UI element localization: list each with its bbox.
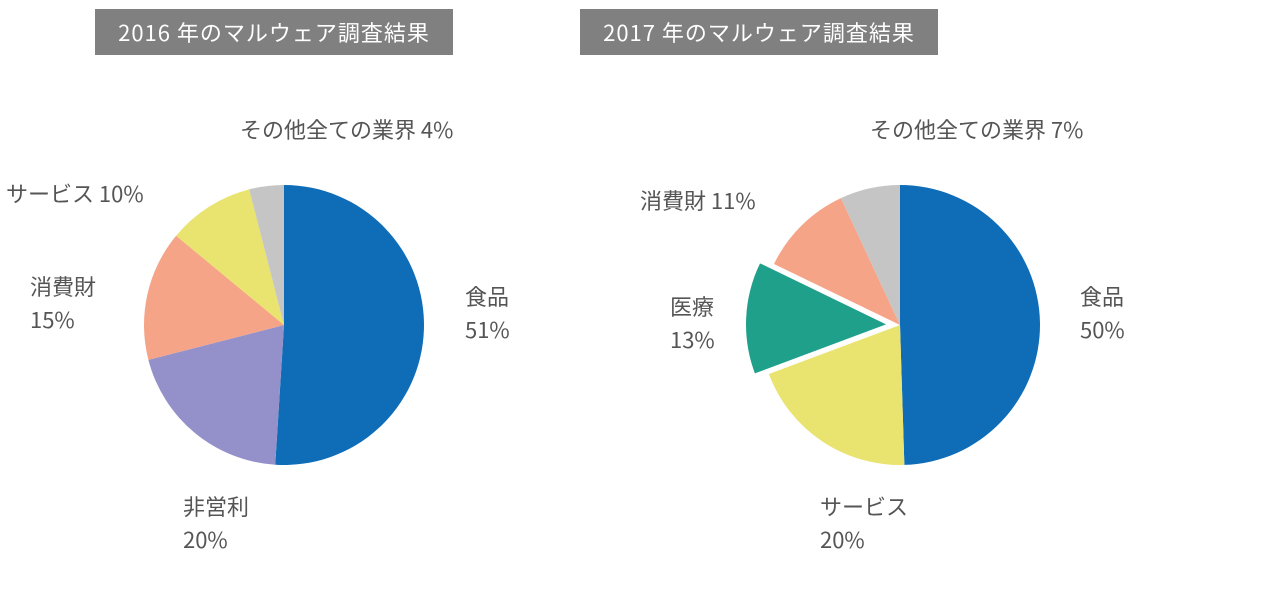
slice-food xyxy=(900,185,1040,465)
label-2016-service: サービス 10% xyxy=(6,177,144,210)
label-2016-other: その他全ての業界 4% xyxy=(240,113,453,146)
slice-food xyxy=(275,185,424,465)
pie-chart-2017 xyxy=(760,185,1040,465)
label-2016-food: 食品 51% xyxy=(465,280,510,346)
label-2017-consumer: 消費財 11% xyxy=(640,184,756,217)
label-2017-other: その他全ての業界 7% xyxy=(870,113,1083,146)
label-2016-nonprofit: 非営利 20% xyxy=(183,490,249,556)
label-2016-consumer: 消費財 15% xyxy=(30,270,96,336)
title-2017: 2017 年のマルウェア調査結果 xyxy=(580,9,938,55)
label-2017-service: サービス 20% xyxy=(820,490,908,556)
title-2016: 2016 年のマルウェア調査結果 xyxy=(95,9,453,55)
label-2017-medical: 医療 13% xyxy=(670,290,715,356)
label-2017-food: 食品 50% xyxy=(1080,280,1125,346)
pie-chart-2016 xyxy=(144,185,424,465)
chart-canvas: 2016 年のマルウェア調査結果 食品 51% 非営利 20% 消費財 15% … xyxy=(0,0,1270,597)
